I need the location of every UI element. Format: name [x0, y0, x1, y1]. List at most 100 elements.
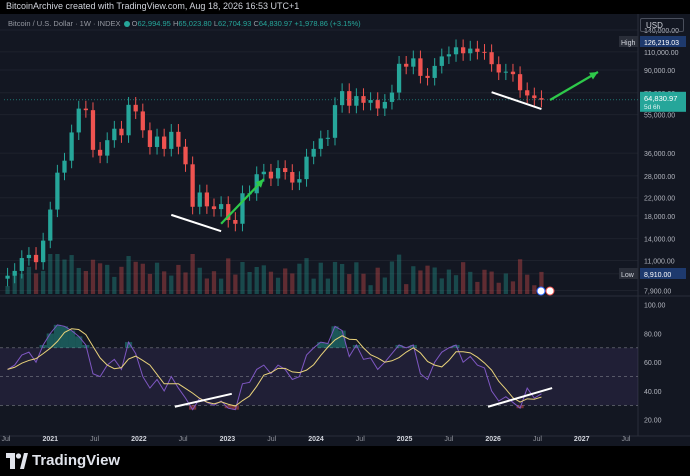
high-marker: High 126,219.03	[619, 36, 686, 47]
volume-bar	[169, 275, 174, 294]
volume-bar	[425, 265, 430, 294]
volume-bar	[268, 271, 274, 294]
volume-bar	[90, 259, 96, 294]
arrow-head	[255, 179, 264, 188]
time-axis-label: 2021	[42, 436, 58, 443]
time-axis-label: Jul	[267, 436, 276, 443]
price-axis-label: 11,000.00	[644, 258, 675, 265]
volume-bar	[325, 278, 331, 294]
volume-bar	[254, 266, 259, 294]
volume-bar	[432, 267, 437, 294]
time-axis-label: Jul	[356, 436, 365, 443]
candle-body	[382, 101, 387, 109]
volume-bar	[354, 262, 359, 294]
candle-body	[332, 105, 338, 138]
volume-bar	[461, 262, 466, 294]
time-axis-label: Jul	[2, 436, 11, 443]
rsi-axis-label: 100.00	[644, 303, 666, 310]
candle-body	[26, 254, 32, 259]
currency-button[interactable]: USD	[640, 18, 684, 32]
volume-bar	[119, 266, 124, 294]
volume-bar	[41, 270, 46, 294]
candle-body	[325, 137, 331, 139]
time-axis-label: 2024	[308, 436, 324, 443]
time-axis-label: 2023	[220, 436, 236, 443]
volume-bar	[283, 268, 288, 294]
candle-body	[475, 48, 480, 52]
volume-bar	[183, 272, 188, 294]
volume-bar	[389, 261, 395, 294]
volume-bar	[489, 271, 494, 294]
tradingview-brand: TradingView	[32, 452, 121, 469]
candle-body	[69, 132, 74, 161]
marker-label: High	[621, 40, 636, 47]
volume-bar	[190, 254, 195, 294]
candle-body	[140, 111, 145, 131]
chart-canvas[interactable]: 140,000.00110,000.0090,000.0070,000.0055…	[0, 14, 690, 446]
volume-bar	[339, 263, 345, 294]
candle-body	[304, 156, 309, 180]
candle-body	[496, 64, 501, 73]
price-axis-label: 28,000.00	[644, 174, 675, 181]
volume-bar	[19, 273, 24, 294]
candle-body	[354, 96, 359, 106]
candle-body	[389, 92, 395, 102]
volume-bar	[204, 278, 210, 294]
volume-bar	[510, 281, 516, 294]
volume-bar	[297, 263, 302, 294]
candle-body	[482, 51, 487, 53]
volume-bar	[154, 262, 160, 294]
ohlc-high: H65,023.80	[172, 19, 212, 28]
volume-bar	[418, 270, 423, 294]
chart-frame[interactable]: 140,000.00110,000.0090,000.0070,000.0055…	[0, 14, 690, 446]
candle-body	[19, 258, 24, 271]
candle-body	[33, 254, 39, 263]
candle-body	[12, 270, 17, 276]
volume-bar	[503, 273, 508, 294]
last-price-value: 64,830.97	[644, 94, 677, 103]
candle-body	[90, 110, 96, 150]
ohlc-close: C64,830.97	[253, 19, 293, 28]
chart-credit: BitcoinArchive created with TradingView.…	[6, 1, 300, 11]
marker-label-box	[619, 36, 638, 47]
volume-bar	[261, 265, 266, 294]
candle-body	[368, 100, 373, 103]
candle-body	[233, 219, 238, 224]
candle-body	[211, 206, 217, 210]
candle-body	[318, 138, 323, 149]
volume-bar	[112, 276, 117, 294]
candle-body	[5, 275, 10, 279]
price-axis-label: 55,000.00	[644, 113, 675, 120]
candle-body	[539, 98, 544, 100]
candle-body	[176, 131, 181, 147]
symbol-name[interactable]: Bitcoin / U.S. Dollar · 1W · INDEX	[8, 19, 121, 28]
candle-body	[418, 58, 423, 76]
trendline-2026	[491, 91, 542, 111]
price-axis-label: 22,000.00	[644, 196, 675, 203]
volume-bar	[126, 256, 131, 294]
volume-bar	[361, 273, 366, 294]
price-change: +1,978.86 (+3.15%)	[294, 19, 361, 28]
event-flag-icon	[536, 286, 546, 296]
candle-body	[240, 193, 245, 224]
price-axis-label: 7,900.00	[644, 288, 671, 295]
volume-bar	[539, 271, 544, 294]
volume-bar	[482, 269, 487, 294]
volume-bar	[218, 278, 224, 294]
candle-body	[525, 90, 530, 96]
volume-bar	[240, 262, 245, 294]
candle-body	[396, 63, 402, 93]
candle-body	[126, 104, 131, 136]
volume-bar	[140, 263, 145, 294]
candle-body	[119, 128, 124, 136]
ohlc-low: L62,704.93	[213, 19, 252, 28]
candle-body	[339, 91, 345, 106]
candle-body	[97, 149, 103, 156]
symbol-legend: Bitcoin / U.S. Dollar · 1W · INDEX O62,9…	[8, 19, 361, 28]
volume-bar	[318, 262, 323, 294]
candle-body	[532, 95, 537, 99]
volume-bar	[133, 261, 138, 294]
dividend-flag-icon	[545, 286, 555, 296]
time-axis-label: 2022	[131, 436, 147, 443]
candle-body	[404, 63, 409, 67]
